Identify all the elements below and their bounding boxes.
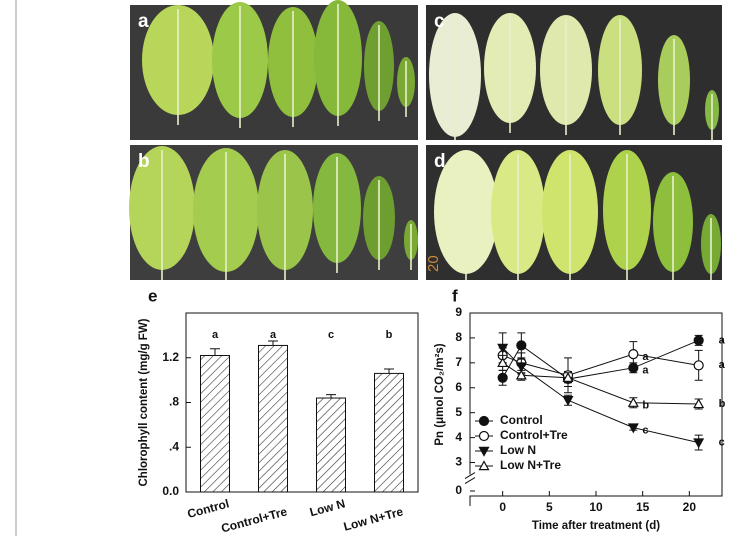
significance-label: a <box>642 365 649 377</box>
significance-label: a <box>719 334 726 346</box>
y-axis-title: Chlorophyll content (mg/g FW) <box>138 318 150 486</box>
photo-grid: a b c d 20 <box>129 0 722 280</box>
significance-label: b <box>386 329 393 341</box>
significance-label: b <box>642 400 649 412</box>
charts: 0.0 .4 .8 1.2 Chlorophyll content (mg/g FW) e… <box>138 286 726 535</box>
marker <box>562 396 574 406</box>
significance-label: a <box>270 329 277 341</box>
y-tick-label: .8 <box>169 395 179 409</box>
marker <box>497 357 509 368</box>
panel-label: c <box>434 11 445 32</box>
significance-label: a <box>212 329 219 341</box>
legend-marker <box>478 430 490 442</box>
x-tick-label: Control <box>186 496 231 521</box>
watermark: 20 <box>425 255 442 272</box>
y-tick-label: 3 <box>455 455 462 469</box>
bar <box>258 344 288 493</box>
y-tick-label: .4 <box>169 439 179 453</box>
marker <box>562 372 574 382</box>
x-tick-label: Low N <box>308 496 346 519</box>
significance-label: b <box>719 398 726 410</box>
marker <box>693 438 705 449</box>
significance-label: c <box>642 425 648 437</box>
x-tick-label: 15 <box>636 500 650 514</box>
marker <box>693 398 705 409</box>
marker <box>693 335 704 346</box>
x-axis-title: Time after treatment (d) <box>532 520 660 532</box>
x-tick-label: 10 <box>589 500 603 514</box>
panel-label: a <box>138 11 149 32</box>
panel-label: f <box>452 286 458 305</box>
legend-label: Control+Tre <box>500 428 568 442</box>
y-tick-label: 7 <box>455 355 462 369</box>
significance-label: a <box>719 359 726 371</box>
marker <box>516 340 527 351</box>
legend-marker <box>478 446 490 457</box>
panel-label: e <box>148 286 157 305</box>
marker <box>627 396 639 407</box>
panel-label: d <box>434 151 446 172</box>
y-tick-label: 4 <box>455 430 462 444</box>
y-tick-label: 9 <box>455 305 462 319</box>
y-tick-label: 5 <box>455 405 462 419</box>
x-tick-label: 0 <box>499 500 506 514</box>
bar <box>374 372 404 493</box>
legend-label: Control <box>500 413 543 427</box>
legend-marker <box>478 415 490 427</box>
marker <box>693 360 704 371</box>
error-bar <box>268 340 278 346</box>
y-tick-label: 1.2 <box>162 350 179 364</box>
axis-break <box>464 472 476 484</box>
legend-label: Low N+Tre <box>500 458 561 472</box>
bar <box>316 397 346 493</box>
marker <box>515 362 527 373</box>
marker <box>627 423 639 434</box>
significance-label: a <box>642 351 649 363</box>
marker <box>497 372 508 383</box>
error-bar <box>210 348 220 356</box>
panel-label: b <box>138 151 150 172</box>
x-tick-label: 5 <box>546 500 553 514</box>
y-tick-label: 0 <box>455 483 462 497</box>
x-tick-label: Low N+Tre <box>342 504 405 533</box>
x-tick-label: 20 <box>683 500 697 514</box>
y-tick-label: 0.0 <box>162 484 179 498</box>
y-axis-title: Pn (μmol CO₂/m²s) <box>434 343 446 445</box>
series-line <box>502 339 699 380</box>
series-line <box>502 353 699 376</box>
error-bar <box>326 394 336 399</box>
plot-frame <box>469 312 723 506</box>
error-bar <box>384 368 394 374</box>
significance-label: c <box>719 436 725 448</box>
y-tick-label: 8 <box>455 330 462 344</box>
marker <box>515 369 527 380</box>
legend-marker <box>478 460 490 471</box>
series-line <box>502 362 699 405</box>
y-tick-label: 6 <box>455 380 462 394</box>
marker <box>497 343 509 354</box>
marker <box>628 349 639 360</box>
bar <box>200 355 230 493</box>
legend-label: Low N <box>500 443 536 457</box>
significance-label: c <box>328 329 334 341</box>
